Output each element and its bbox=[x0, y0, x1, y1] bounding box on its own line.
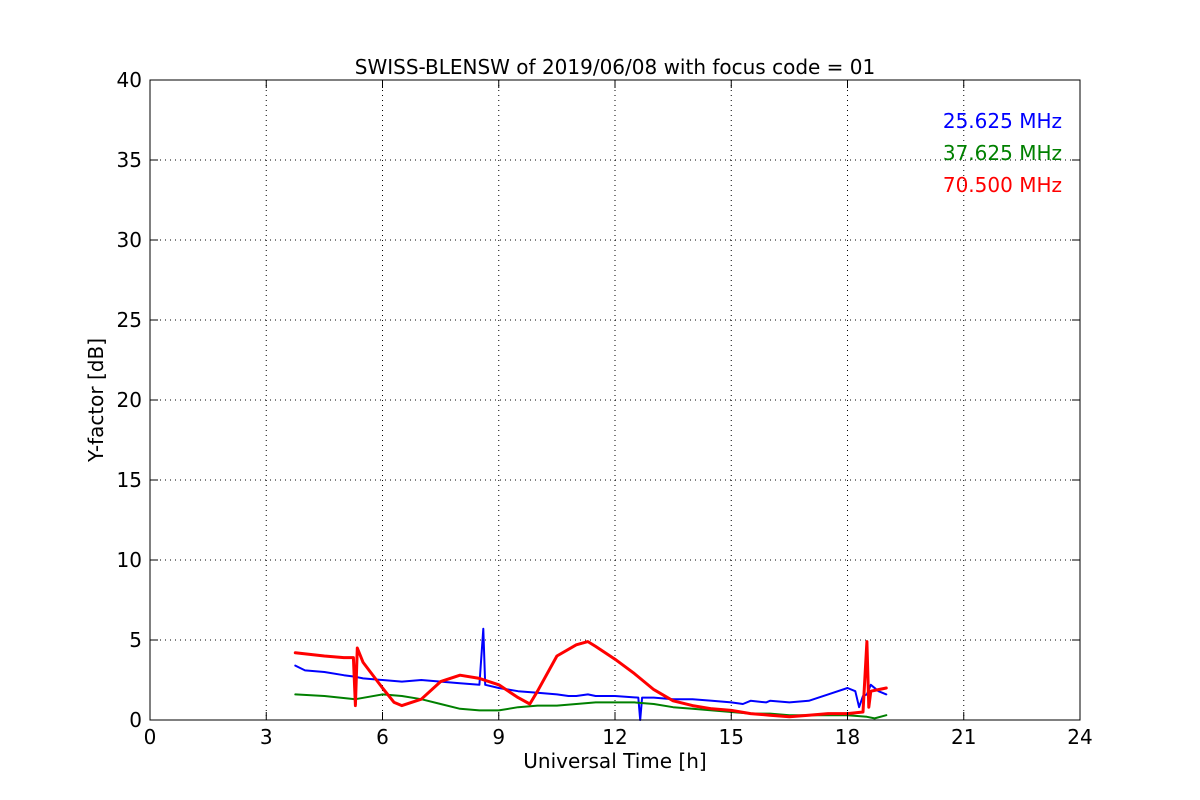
x-tick-label: 0 bbox=[144, 725, 157, 749]
y-tick-label: 35 bbox=[117, 148, 142, 172]
y-tick-label: 0 bbox=[129, 708, 142, 732]
grid bbox=[149, 79, 1081, 721]
x-tick-label: 3 bbox=[260, 725, 273, 749]
x-tick-label: 6 bbox=[376, 725, 389, 749]
series-group bbox=[293, 627, 888, 721]
y-tick-label: 30 bbox=[117, 228, 142, 252]
series-line-2 bbox=[293, 640, 888, 719]
chart-title: SWISS-BLENSW of 2019/06/08 with focus co… bbox=[355, 55, 876, 79]
x-axis-title: Universal Time [h] bbox=[523, 749, 706, 773]
legend-label-2: 70.500 MHz bbox=[943, 173, 1062, 197]
x-tick-label: 9 bbox=[492, 725, 505, 749]
x-tick-label: 15 bbox=[719, 725, 744, 749]
x-tick-label: 12 bbox=[602, 725, 627, 749]
x-tick-label: 24 bbox=[1067, 725, 1092, 749]
y-tick-label: 15 bbox=[117, 468, 142, 492]
legend-label-0: 25.625 MHz bbox=[943, 109, 1062, 133]
ticks bbox=[149, 79, 1081, 721]
y-tick-label: 25 bbox=[117, 308, 142, 332]
legend-label-1: 37.625 MHz bbox=[943, 141, 1062, 165]
y-axis-title: Y-factor [dB] bbox=[84, 338, 108, 463]
tick-labels: 0 3 6 9 12 15 18 21 24 0 5 10 15 20 25 30 35 40 bbox=[117, 68, 1093, 749]
y-tick-label: 5 bbox=[129, 628, 142, 652]
y-tick-label: 10 bbox=[117, 548, 142, 572]
y-tick-label: 40 bbox=[117, 68, 142, 92]
y-tick-label: 20 bbox=[117, 388, 142, 412]
x-tick-label: 21 bbox=[951, 725, 976, 749]
series-line-0 bbox=[294, 627, 888, 721]
x-tick-label: 18 bbox=[835, 725, 860, 749]
legend: 25.625 MHz 37.625 MHz 70.500 MHz bbox=[943, 109, 1062, 197]
